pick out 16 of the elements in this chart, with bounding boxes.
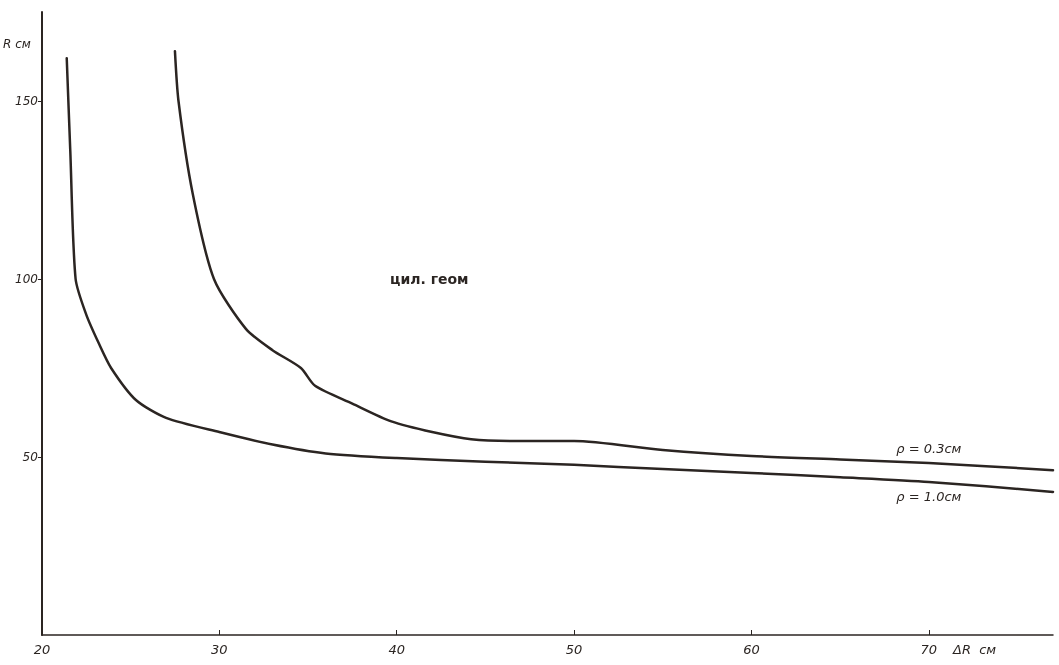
y-tick-label: 50 bbox=[22, 450, 39, 464]
x-axis-title: ΔR см bbox=[952, 642, 997, 657]
line-series bbox=[173, 49, 1055, 472]
x-tick-label: 40 bbox=[388, 642, 405, 657]
y-axis-title: R см bbox=[3, 37, 31, 51]
y-tick-label: 150 bbox=[15, 94, 39, 108]
line-series bbox=[65, 57, 1055, 494]
annotation: цил. геом bbox=[390, 271, 469, 287]
x-tick-label: 30 bbox=[211, 642, 228, 657]
series-label: ρ = 1.0см bbox=[896, 488, 962, 504]
x-tick-label: 70 bbox=[920, 642, 938, 657]
x-tick-label: 60 bbox=[743, 642, 760, 657]
series-label: ρ = 0.3см bbox=[896, 441, 962, 457]
x-tick-label: 20 bbox=[33, 642, 51, 657]
x-tick-label: 50 bbox=[565, 642, 583, 657]
y-tick-label: 100 bbox=[15, 272, 39, 286]
